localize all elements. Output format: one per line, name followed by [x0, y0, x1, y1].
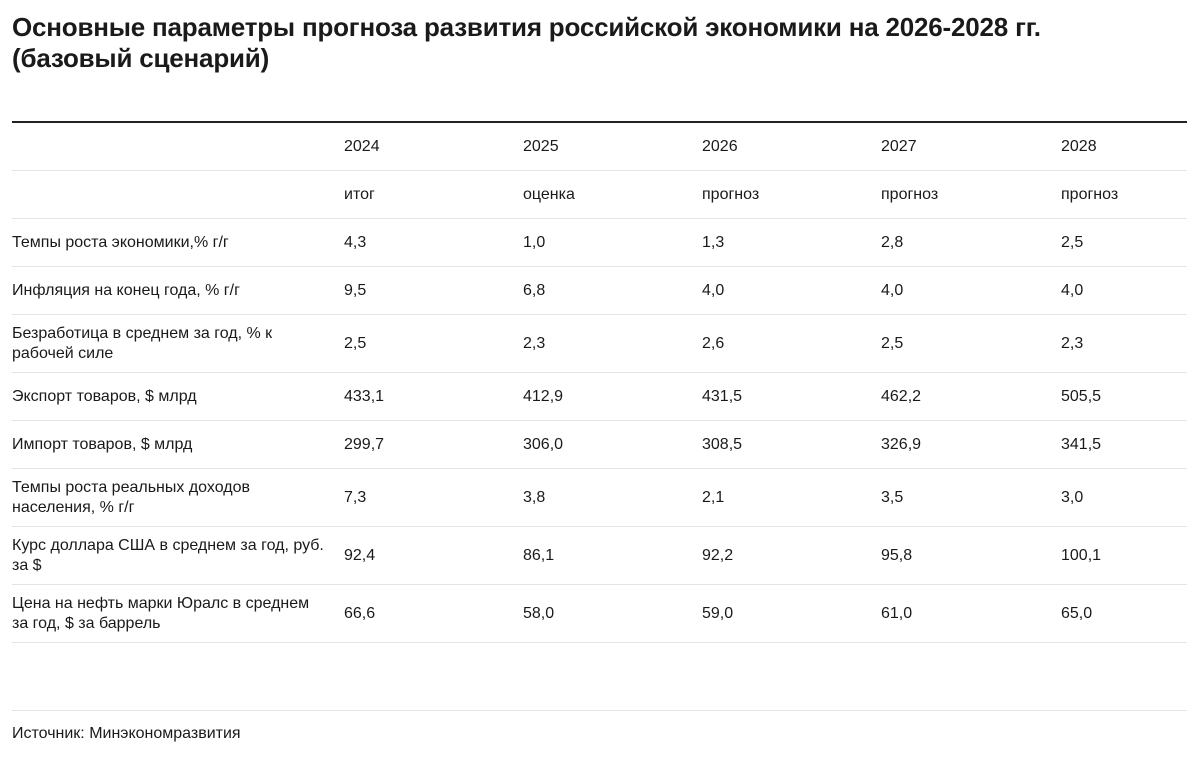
cell-value: 1,0	[523, 218, 702, 267]
table-row: Темпы роста реальных доходов населения, …	[12, 468, 1187, 527]
cell-value: 3,8	[523, 468, 702, 527]
cell-value: 2,5	[881, 314, 1061, 373]
cell-value: 326,9	[881, 420, 1061, 469]
table-row: Курс доллара США в среднем за год, руб. …	[12, 526, 1187, 585]
year-header: 2026	[702, 123, 881, 171]
row-label: Безработица в среднем за год, % к рабоче…	[12, 314, 344, 373]
table-row: Цена на нефть марки Юралс в среднем за г…	[12, 584, 1187, 643]
cell-value: 299,7	[344, 420, 523, 469]
cell-value: 462,2	[881, 372, 1061, 421]
cell-value: 2,3	[523, 314, 702, 373]
status-header: оценка	[523, 170, 702, 219]
table-row: Безработица в среднем за год, % к рабоче…	[12, 314, 1187, 373]
cell-value: 433,1	[344, 372, 523, 421]
forecast-table-container: 2024 2025 2026 2027 2028 итог оценка про…	[12, 121, 1187, 643]
cell-value: 61,0	[881, 584, 1061, 643]
cell-value: 505,5	[1061, 372, 1187, 421]
cell-value: 100,1	[1061, 526, 1187, 585]
status-header: итог	[344, 170, 523, 219]
cell-value: 2,8	[881, 218, 1061, 267]
table-row: Импорт товаров, $ млрд 299,7 306,0 308,5…	[12, 420, 1187, 469]
cell-value: 92,2	[702, 526, 881, 585]
cell-value: 1,3	[702, 218, 881, 267]
row-label: Курс доллара США в среднем за год, руб. …	[12, 526, 344, 585]
page-title: Основные параметры прогноза развития рос…	[12, 12, 1182, 74]
cell-value: 431,5	[702, 372, 881, 421]
cell-value: 3,0	[1061, 468, 1187, 527]
cell-value: 86,1	[523, 526, 702, 585]
row-label: Цена на нефть марки Юралс в среднем за г…	[12, 584, 344, 643]
cell-value: 95,8	[881, 526, 1061, 585]
cell-value: 2,3	[1061, 314, 1187, 373]
cell-value: 308,5	[702, 420, 881, 469]
row-label: Экспорт товаров, $ млрд	[12, 372, 344, 421]
cell-value: 2,6	[702, 314, 881, 373]
cell-value: 66,6	[344, 584, 523, 643]
status-header: прогноз	[702, 170, 881, 219]
cell-value: 2,5	[344, 314, 523, 373]
status-header-row: итог оценка прогноз прогноз прогноз	[12, 170, 1187, 219]
cell-value: 2,1	[702, 468, 881, 527]
forecast-table: 2024 2025 2026 2027 2028 итог оценка про…	[12, 123, 1187, 643]
cell-value: 4,0	[881, 266, 1061, 315]
row-label: Инфляция на конец года, % г/г	[12, 266, 344, 315]
table-row: Экспорт товаров, $ млрд 433,1 412,9 431,…	[12, 372, 1187, 421]
header-empty-cell	[12, 123, 344, 171]
year-header: 2025	[523, 123, 702, 171]
year-header: 2024	[344, 123, 523, 171]
cell-value: 9,5	[344, 266, 523, 315]
status-header: прогноз	[881, 170, 1061, 219]
cell-value: 2,5	[1061, 218, 1187, 267]
table-row: Темпы роста экономики,% г/г 4,3 1,0 1,3 …	[12, 218, 1187, 267]
title-line-2: (базовый сценарий)	[12, 43, 270, 73]
year-header: 2027	[881, 123, 1061, 171]
cell-value: 92,4	[344, 526, 523, 585]
year-header-row: 2024 2025 2026 2027 2028	[12, 123, 1187, 171]
year-header: 2028	[1061, 123, 1187, 171]
header-empty-cell	[12, 170, 344, 219]
table-row: Инфляция на конец года, % г/г 9,5 6,8 4,…	[12, 266, 1187, 315]
source-note: Источник: Минэкономразвития	[12, 710, 1187, 744]
cell-value: 7,3	[344, 468, 523, 527]
row-label: Темпы роста реальных доходов населения, …	[12, 468, 344, 527]
cell-value: 412,9	[523, 372, 702, 421]
cell-value: 4,0	[702, 266, 881, 315]
cell-value: 4,3	[344, 218, 523, 267]
cell-value: 58,0	[523, 584, 702, 643]
title-line-1: Основные параметры прогноза развития рос…	[12, 12, 1041, 42]
cell-value: 341,5	[1061, 420, 1187, 469]
cell-value: 65,0	[1061, 584, 1187, 643]
row-label: Темпы роста экономики,% г/г	[12, 218, 344, 267]
cell-value: 4,0	[1061, 266, 1187, 315]
cell-value: 6,8	[523, 266, 702, 315]
row-label: Импорт товаров, $ млрд	[12, 420, 344, 469]
cell-value: 306,0	[523, 420, 702, 469]
cell-value: 3,5	[881, 468, 1061, 527]
status-header: прогноз	[1061, 170, 1187, 219]
cell-value: 59,0	[702, 584, 881, 643]
